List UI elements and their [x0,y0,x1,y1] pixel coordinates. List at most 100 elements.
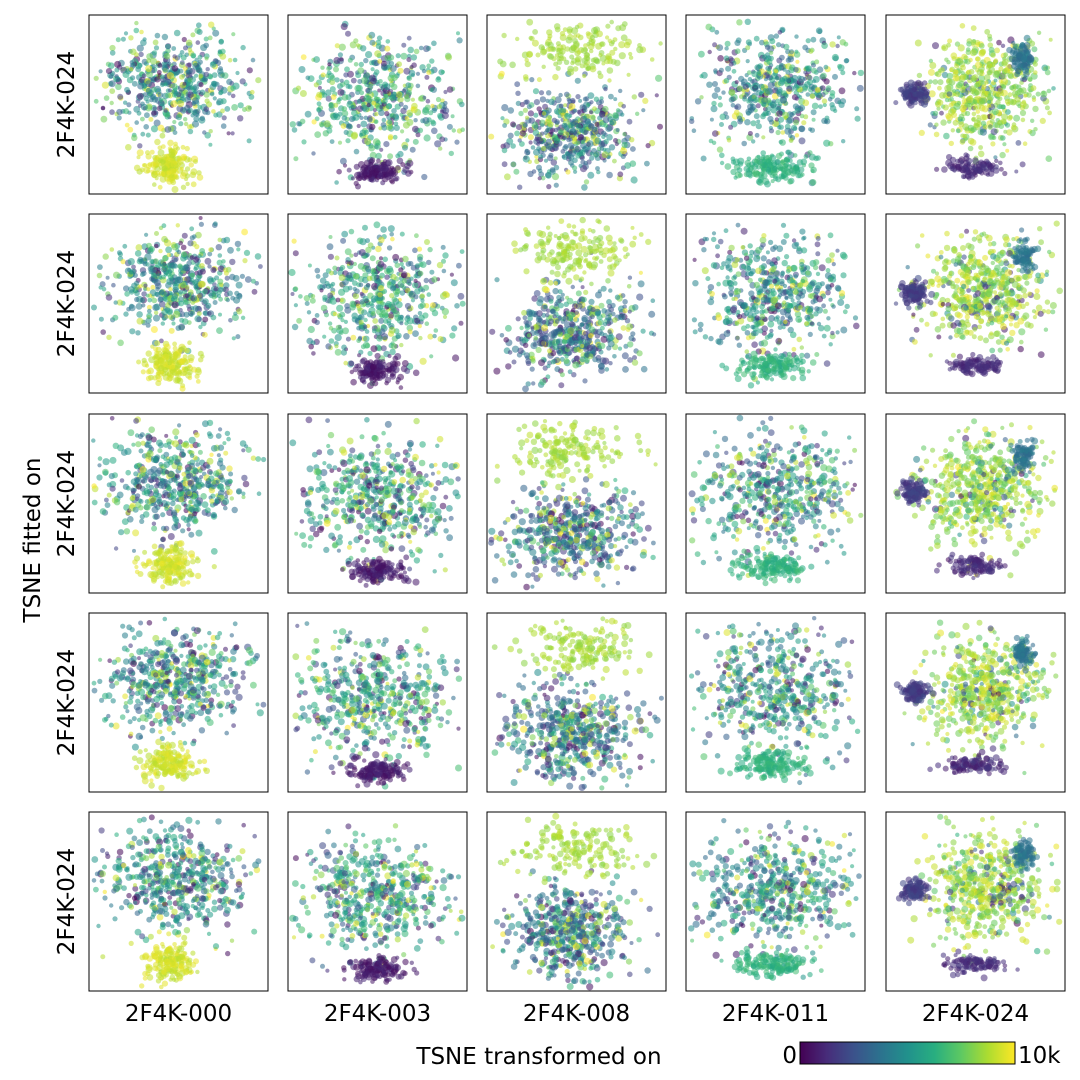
scatter-point [580,159,586,165]
scatter-point [105,275,110,280]
scatter-point [427,246,433,253]
scatter-point [360,45,367,52]
scatter-point [583,43,588,48]
scatter-point [143,166,151,174]
scatter-point [711,92,719,99]
scatter-point [362,295,369,302]
scatter-point [575,94,581,100]
scatter-point [717,95,723,100]
scatter-point [774,158,781,166]
scatter-point [809,93,816,99]
scatter-point [403,67,411,75]
scatter-point [305,75,311,81]
scatter-point [576,50,582,55]
scatter-point [389,231,395,237]
scatter-point [582,96,588,102]
scatter-point [769,77,776,83]
scatter-point [553,23,561,30]
scatter-point [390,343,398,350]
scatter-point [410,73,415,78]
scatter-point [621,104,626,109]
scatter-point [303,295,311,302]
scatter-point [179,50,185,55]
scatter-point [805,38,811,44]
scatter-point [777,30,783,35]
scatter-point [177,263,183,270]
scatter-point [941,44,949,52]
scatter-point [398,267,404,273]
scatter-point [629,137,635,143]
scatter-point [442,252,449,259]
scatter-point [386,124,393,131]
scatter-point [363,284,370,291]
scatter-point [307,263,312,268]
scatter-point [327,62,332,67]
scatter-point [114,76,121,83]
scatter-point [586,66,591,72]
scatter-point [746,70,752,75]
scatter-point [420,298,425,303]
scatter-point [298,66,306,73]
scatter-point [404,302,412,310]
scatter-point [707,49,712,55]
scatter-point [370,345,378,353]
scatter-point [412,247,418,254]
scatter-point [150,57,157,65]
scatter-point [352,293,359,300]
scatter-point [393,121,399,127]
scatter-point [229,258,236,266]
scatter-point [775,129,781,136]
scatter-point [116,115,122,121]
scatter-point [246,138,252,144]
scatter-point [1011,56,1018,63]
scatter-point [615,25,622,32]
scatter-point [180,184,187,190]
scatter-point [153,119,161,127]
scatter-point [129,328,136,335]
scatter-point [340,23,348,31]
scatter-point [212,29,220,37]
scatter-point [955,163,961,169]
scatter-point [965,110,971,117]
scatter-point [815,27,823,34]
scatter-point [365,246,372,254]
scatter-point [295,85,302,91]
scatter-point [189,85,195,91]
scatter-point [188,162,194,168]
scatter-point [943,132,950,140]
scatter-point [572,37,578,44]
scatter-point [346,123,352,129]
scatter-point [949,156,957,164]
scatter-point [558,103,564,109]
scatter-point [139,29,144,35]
scatter-point [814,87,821,93]
scatter-point [349,300,357,308]
panel-r1-c4 [685,14,866,195]
scatter-point [622,132,627,137]
scatter-point [1007,92,1013,98]
scatter-point [352,280,358,286]
scatter-point [170,297,175,302]
scatter-point [198,324,203,330]
scatter-point [510,161,517,168]
scatter-point [794,133,800,138]
scatter-point [315,274,321,279]
scatter-point [353,163,360,170]
scatter-point [1044,105,1050,111]
scatter-point [948,108,955,116]
scatter-point [522,155,530,163]
scatter-point [592,106,597,112]
scatter-point [157,63,163,68]
scatter-point [173,90,179,97]
scatter-point [552,73,559,81]
scatter-point [196,174,204,181]
scatter-point [164,307,171,313]
scatter-point [292,250,299,257]
scatter-point [712,42,718,48]
scatter-point [162,347,169,354]
scatter-point [780,130,786,135]
scatter-point [155,380,162,387]
scatter-point [999,166,1004,172]
scatter-point [408,290,416,298]
scatter-point [532,29,538,35]
